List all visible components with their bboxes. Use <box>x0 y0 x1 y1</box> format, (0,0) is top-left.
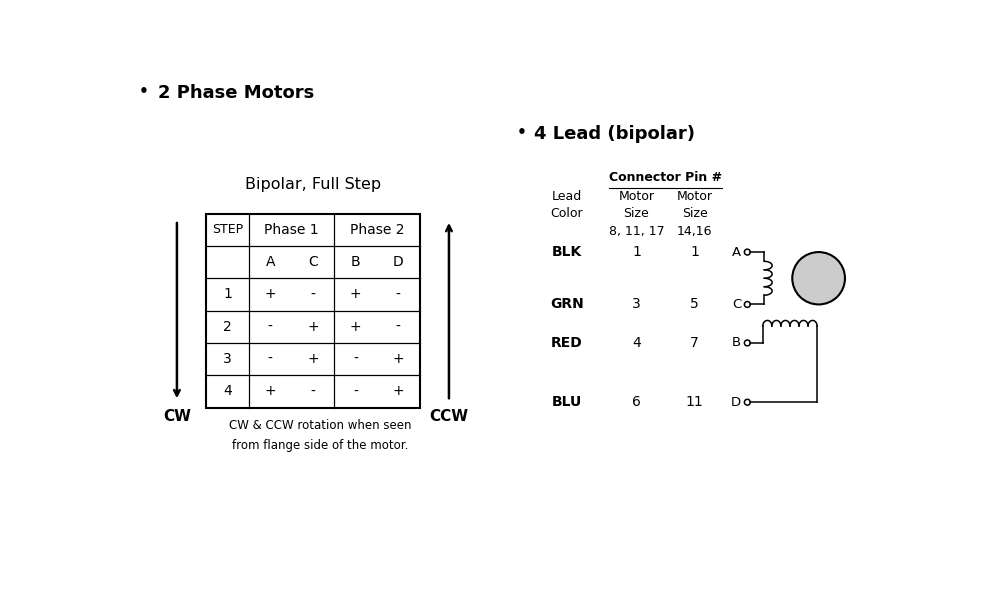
Text: 1: 1 <box>632 245 641 259</box>
Text: Color: Color <box>550 207 583 220</box>
Text: C: C <box>732 298 741 311</box>
Bar <box>206 214 420 408</box>
Text: 4: 4 <box>632 336 641 350</box>
Text: D: D <box>393 255 404 269</box>
Text: from flange side of the motor.: from flange side of the motor. <box>232 439 409 452</box>
Text: Connector Pin #: Connector Pin # <box>609 171 722 184</box>
Text: +: + <box>350 319 361 334</box>
Text: B: B <box>351 255 360 269</box>
Circle shape <box>792 252 845 304</box>
Text: +: + <box>392 352 404 366</box>
Text: Phase 2: Phase 2 <box>350 223 404 237</box>
Text: BLU: BLU <box>552 395 582 409</box>
Text: Phase 1: Phase 1 <box>264 223 319 237</box>
Text: CCW: CCW <box>429 409 469 424</box>
Text: +: + <box>264 288 276 302</box>
Text: 7: 7 <box>690 336 699 350</box>
Text: -: - <box>396 319 401 334</box>
Text: -: - <box>353 384 358 398</box>
Text: -: - <box>310 288 315 302</box>
Text: BLK: BLK <box>552 245 582 259</box>
Text: D: D <box>731 396 741 409</box>
Text: •: • <box>516 125 526 140</box>
Text: +: + <box>307 319 319 334</box>
Text: 3: 3 <box>223 352 232 366</box>
Text: A: A <box>266 255 275 269</box>
Text: Size: Size <box>682 207 708 220</box>
Text: B: B <box>732 337 741 349</box>
Text: -: - <box>310 384 315 398</box>
Text: Bipolar, Full Step: Bipolar, Full Step <box>245 177 381 192</box>
Text: 14,16: 14,16 <box>677 225 712 238</box>
Text: 3: 3 <box>632 297 641 312</box>
Text: CW: CW <box>163 409 191 424</box>
Text: 2: 2 <box>223 319 232 334</box>
Text: 8, 11, 17: 8, 11, 17 <box>609 225 664 238</box>
Text: Motor: Motor <box>677 190 713 203</box>
Text: C: C <box>308 255 318 269</box>
Text: 11: 11 <box>686 395 704 409</box>
Text: 2 Phase Motors: 2 Phase Motors <box>158 84 314 102</box>
Text: 6: 6 <box>632 395 641 409</box>
Text: A: A <box>732 245 741 259</box>
Text: Size: Size <box>624 207 649 220</box>
Text: -: - <box>353 352 358 366</box>
Text: •: • <box>139 84 149 99</box>
Text: -: - <box>396 288 401 302</box>
Text: 1: 1 <box>223 288 232 302</box>
Text: 4 Lead (bipolar): 4 Lead (bipolar) <box>534 125 695 143</box>
Text: Lead: Lead <box>552 190 582 203</box>
Text: Motor: Motor <box>618 190 654 203</box>
Text: +: + <box>392 384 404 398</box>
Text: CW & CCW rotation when seen: CW & CCW rotation when seen <box>229 419 412 432</box>
Text: -: - <box>268 319 273 334</box>
Text: +: + <box>350 288 361 302</box>
Text: STEP: STEP <box>212 223 243 236</box>
Text: GRN: GRN <box>550 297 584 312</box>
Text: +: + <box>264 384 276 398</box>
Text: 5: 5 <box>690 297 699 312</box>
Text: -: - <box>268 352 273 366</box>
Text: 4: 4 <box>223 384 232 398</box>
Text: +: + <box>307 352 319 366</box>
Text: 1: 1 <box>690 245 699 259</box>
Text: RED: RED <box>551 336 583 350</box>
